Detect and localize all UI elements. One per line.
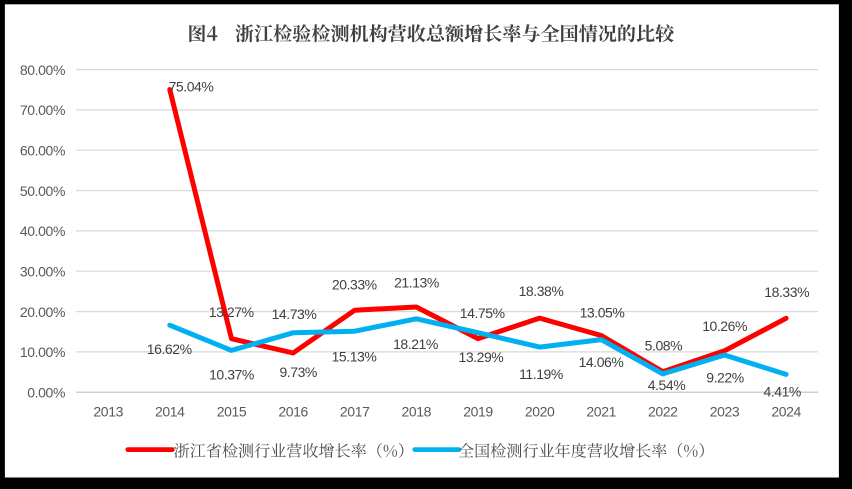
svg-text:2023: 2023 xyxy=(710,404,740,420)
svg-text:14.75%: 14.75% xyxy=(460,305,505,321)
svg-text:14.06%: 14.06% xyxy=(579,354,624,370)
svg-text:2018: 2018 xyxy=(402,404,432,420)
svg-text:0.00%: 0.00% xyxy=(27,384,65,400)
svg-text:50.00%: 50.00% xyxy=(20,183,65,199)
svg-text:2016: 2016 xyxy=(278,404,308,420)
svg-text:11.19%: 11.19% xyxy=(519,366,563,382)
svg-text:2020: 2020 xyxy=(525,404,555,420)
svg-text:75.04%: 75.04% xyxy=(169,79,214,95)
svg-text:14.73%: 14.73% xyxy=(272,306,317,322)
svg-text:13.29%: 13.29% xyxy=(459,349,504,365)
svg-text:10.37%: 10.37% xyxy=(209,367,254,383)
svg-text:5.08%: 5.08% xyxy=(645,337,682,353)
svg-text:13.05%: 13.05% xyxy=(580,305,625,321)
svg-text:2014: 2014 xyxy=(155,404,185,420)
svg-text:4.41%: 4.41% xyxy=(763,384,800,400)
svg-text:9.22%: 9.22% xyxy=(706,369,743,385)
svg-text:2013: 2013 xyxy=(93,404,123,420)
svg-text:20.00%: 20.00% xyxy=(20,304,65,320)
svg-text:2022: 2022 xyxy=(648,404,678,420)
svg-text:15.13%: 15.13% xyxy=(332,349,377,365)
svg-text:10.00%: 10.00% xyxy=(20,344,65,360)
svg-text:2024: 2024 xyxy=(771,404,801,420)
svg-text:9.73%: 9.73% xyxy=(279,364,316,380)
svg-text:80.00%: 80.00% xyxy=(20,62,65,78)
svg-text:16.62%: 16.62% xyxy=(147,341,192,357)
svg-text:20.33%: 20.33% xyxy=(332,276,377,292)
svg-text:2015: 2015 xyxy=(217,404,247,420)
svg-text:2017: 2017 xyxy=(340,404,370,420)
svg-text:13.27%: 13.27% xyxy=(209,304,254,320)
svg-text:2019: 2019 xyxy=(463,404,493,420)
svg-text:21.13%: 21.13% xyxy=(394,275,439,291)
svg-text:18.21%: 18.21% xyxy=(393,336,438,352)
svg-text:60.00%: 60.00% xyxy=(20,142,65,158)
svg-text:10.26%: 10.26% xyxy=(702,318,747,334)
svg-text:2021: 2021 xyxy=(586,404,616,420)
svg-text:70.00%: 70.00% xyxy=(20,102,65,118)
svg-text:30.00%: 30.00% xyxy=(20,263,65,279)
svg-text:40.00%: 40.00% xyxy=(20,223,65,239)
svg-text:18.38%: 18.38% xyxy=(519,283,564,299)
svg-text:18.33%: 18.33% xyxy=(764,284,809,300)
svg-text:4.54%: 4.54% xyxy=(648,377,685,393)
